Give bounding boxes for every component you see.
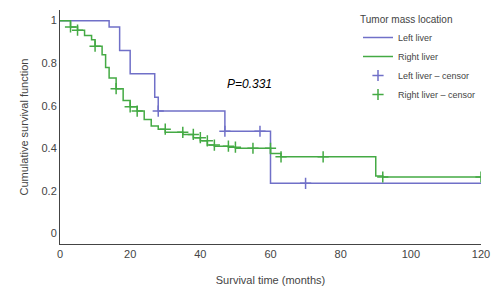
svg-text:0: 0 (51, 227, 57, 239)
svg-text:40: 40 (194, 248, 206, 260)
svg-text:Left liver – censor: Left liver – censor (398, 71, 469, 81)
svg-text:Right liver – censor: Right liver – censor (398, 90, 475, 100)
svg-text:0: 0 (57, 248, 63, 260)
svg-text:Survival time (months): Survival time (months) (216, 274, 325, 286)
svg-text:Cumulative survival function: Cumulative survival function (18, 59, 30, 196)
svg-text:Left liver: Left liver (398, 33, 432, 43)
svg-text:0.8: 0.8 (42, 57, 57, 69)
svg-text:0.2: 0.2 (42, 185, 57, 197)
svg-text:1: 1 (51, 14, 57, 26)
svg-text:100: 100 (402, 248, 420, 260)
svg-text:0.4: 0.4 (42, 142, 57, 154)
svg-text:80: 80 (335, 248, 347, 260)
svg-text:0.6: 0.6 (42, 100, 57, 112)
svg-text:120: 120 (472, 248, 490, 260)
svg-text:P=0.331: P=0.331 (227, 77, 272, 91)
svg-text:60: 60 (264, 248, 276, 260)
svg-text:Right liver: Right liver (398, 52, 438, 62)
svg-text:20: 20 (124, 248, 136, 260)
svg-text:Tumor mass location: Tumor mass location (360, 14, 452, 25)
